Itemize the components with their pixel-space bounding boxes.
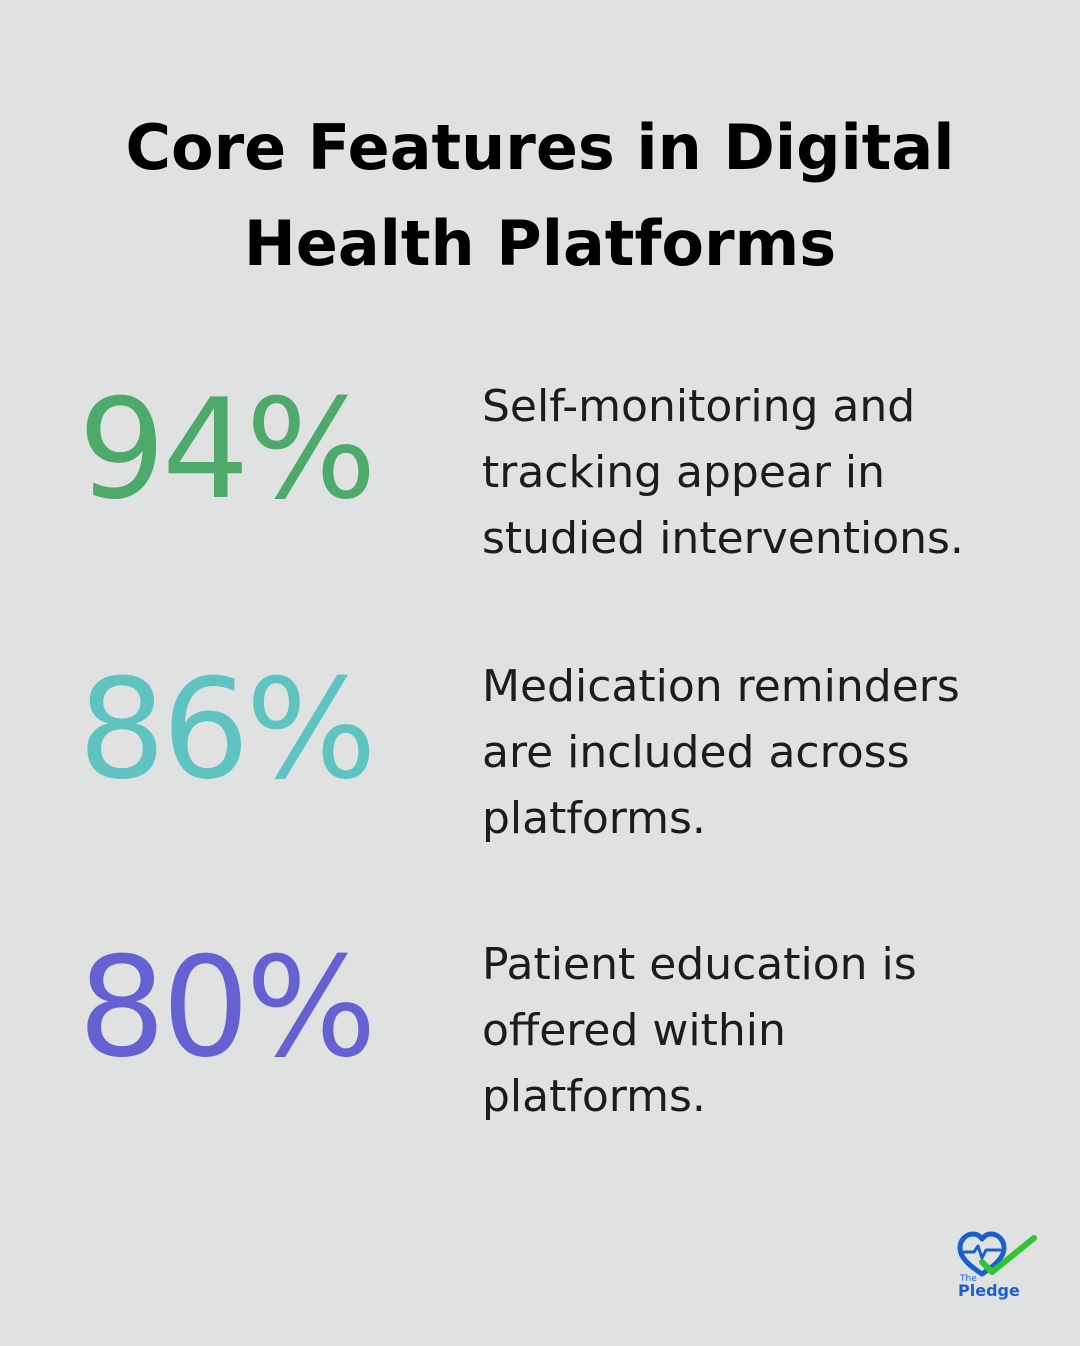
stat-description: Patient education is offered within plat… <box>482 932 1022 1130</box>
stat-description-line: studied interventions. <box>482 513 964 564</box>
stat-description: Self-monitoring and tracking appear in s… <box>482 374 1022 572</box>
stat-description-line: tracking appear in <box>482 447 886 498</box>
stat-description-line: Self-monitoring and <box>482 381 916 432</box>
stat-row-self-monitoring: 94% Self-monitoring and tracking appear … <box>0 370 1080 590</box>
title-line-2: Health Platforms <box>243 207 837 280</box>
title-line-1: Core Features in Digital <box>125 111 955 184</box>
stat-description-line: Medication reminders <box>482 661 960 712</box>
logo-small-text: The <box>960 1274 977 1284</box>
page-title: Core Features in Digital Health Platform… <box>0 100 1080 292</box>
heart-check-icon <box>957 1231 1037 1277</box>
stat-row-patient-education: 80% Patient education is offered within … <box>0 928 1080 1148</box>
stat-description-line: are included across <box>482 727 910 778</box>
the-pledge-logo: The Pledge <box>952 1226 1042 1306</box>
stat-description-line: Patient education is <box>482 939 917 990</box>
stat-description-line: platforms. <box>482 1071 706 1122</box>
stat-description-line: platforms. <box>482 793 706 844</box>
logo-name: Pledge <box>958 1281 1020 1300</box>
stat-description-line: offered within <box>482 1005 786 1056</box>
stat-value: 80% <box>78 927 377 1088</box>
stat-row-medication-reminders: 86% Medication reminders are included ac… <box>0 650 1080 870</box>
stat-value: 94% <box>78 369 377 530</box>
stat-description: Medication reminders are included across… <box>482 654 1022 852</box>
stat-value: 86% <box>78 649 377 810</box>
